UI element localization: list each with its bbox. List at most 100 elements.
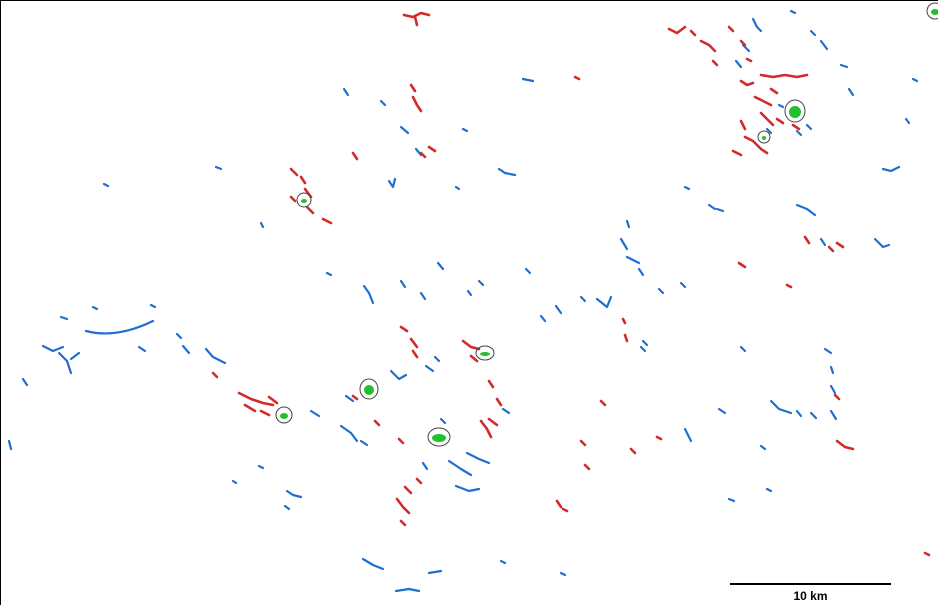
patch-outline <box>784 99 806 123</box>
green-patch <box>480 352 490 356</box>
blue-feature <box>439 417 447 425</box>
green-patch <box>280 413 288 419</box>
blue-feature <box>904 117 911 125</box>
blue-feature <box>259 221 265 229</box>
red-feature <box>399 325 409 333</box>
red-feature <box>629 447 637 455</box>
blue-feature <box>309 409 321 418</box>
scale-bar: 10 km <box>730 581 891 603</box>
blue-feature <box>769 399 793 415</box>
red-feature <box>397 437 405 445</box>
red-feature <box>655 435 663 441</box>
scale-bar-line <box>730 583 891 585</box>
blue-feature <box>214 165 223 171</box>
blue-feature <box>91 305 99 311</box>
red-feature <box>759 111 775 127</box>
red-feature <box>243 403 257 413</box>
green-patch <box>364 385 374 395</box>
red-feature <box>289 195 297 203</box>
red-feature <box>555 499 563 509</box>
blue-feature <box>765 487 773 493</box>
patch-outline <box>296 192 312 208</box>
scale-bar-label: 10 km <box>793 589 828 603</box>
blue-feature <box>283 504 291 511</box>
blue-feature <box>741 43 751 53</box>
blue-feature <box>809 411 818 420</box>
red-feature <box>305 205 315 215</box>
blue-feature <box>466 289 473 297</box>
blue-feature <box>759 444 767 451</box>
red-feature <box>299 175 307 185</box>
blue-feature <box>394 587 421 593</box>
blue-feature <box>717 407 727 415</box>
red-feature <box>739 119 747 131</box>
blue-feature <box>21 377 29 387</box>
blue-feature-layer <box>7 9 919 593</box>
blue-feature <box>829 384 837 395</box>
red-feature <box>699 39 717 53</box>
red-feature <box>403 485 413 495</box>
blue-feature <box>847 87 855 97</box>
green-patch-layer <box>275 2 938 447</box>
blue-feature <box>727 497 736 503</box>
red-feature <box>373 419 381 427</box>
blue-feature <box>595 295 613 309</box>
blue-feature <box>399 125 410 135</box>
red-feature <box>759 73 809 79</box>
blue-feature <box>433 355 441 363</box>
blue-feature <box>387 177 397 189</box>
red-feature-layer <box>211 11 931 557</box>
blue-feature <box>873 237 891 249</box>
blue-feature <box>911 77 919 83</box>
blue-feature <box>795 129 803 137</box>
red-feature <box>461 339 481 351</box>
red-feature <box>409 83 417 93</box>
blue-feature <box>84 319 155 335</box>
red-feature <box>237 391 275 407</box>
blue-feature <box>809 29 817 37</box>
blue-feature <box>829 365 835 375</box>
red-feature <box>623 333 629 343</box>
red-feature <box>739 39 747 47</box>
blue-feature <box>361 557 385 571</box>
red-feature <box>667 25 687 35</box>
blue-feature <box>579 295 587 303</box>
red-feature <box>753 95 773 107</box>
blue-feature <box>424 364 435 373</box>
blue-feature <box>881 165 901 173</box>
red-feature <box>785 283 793 289</box>
blue-feature <box>819 237 827 247</box>
blue-feature <box>521 77 535 83</box>
blue-feature <box>137 345 147 353</box>
blue-feature <box>339 424 359 443</box>
red-feature <box>411 349 419 359</box>
blue-feature <box>454 484 481 493</box>
blue-feature <box>819 39 829 51</box>
blue-feature <box>619 237 629 251</box>
blue-feature <box>379 99 387 107</box>
red-feature <box>211 371 219 379</box>
blue-feature <box>447 459 473 477</box>
blue-feature <box>625 255 641 265</box>
red-feature <box>689 29 697 37</box>
red-feature <box>835 439 855 451</box>
blue-feature <box>683 185 691 191</box>
green-patch <box>301 199 307 203</box>
red-feature <box>495 397 503 407</box>
red-feature <box>743 135 769 155</box>
red-feature <box>739 79 755 87</box>
red-feature <box>803 235 811 245</box>
blue-feature <box>639 345 647 353</box>
red-feature <box>321 217 333 225</box>
blue-feature <box>362 284 375 305</box>
red-feature <box>487 417 499 427</box>
blue-feature <box>325 271 333 277</box>
red-feature <box>583 463 591 471</box>
blue-feature <box>683 427 693 443</box>
red-feature <box>395 497 411 515</box>
blue-feature <box>7 439 13 451</box>
blue-feature <box>707 203 717 211</box>
patch-outline <box>926 2 938 20</box>
